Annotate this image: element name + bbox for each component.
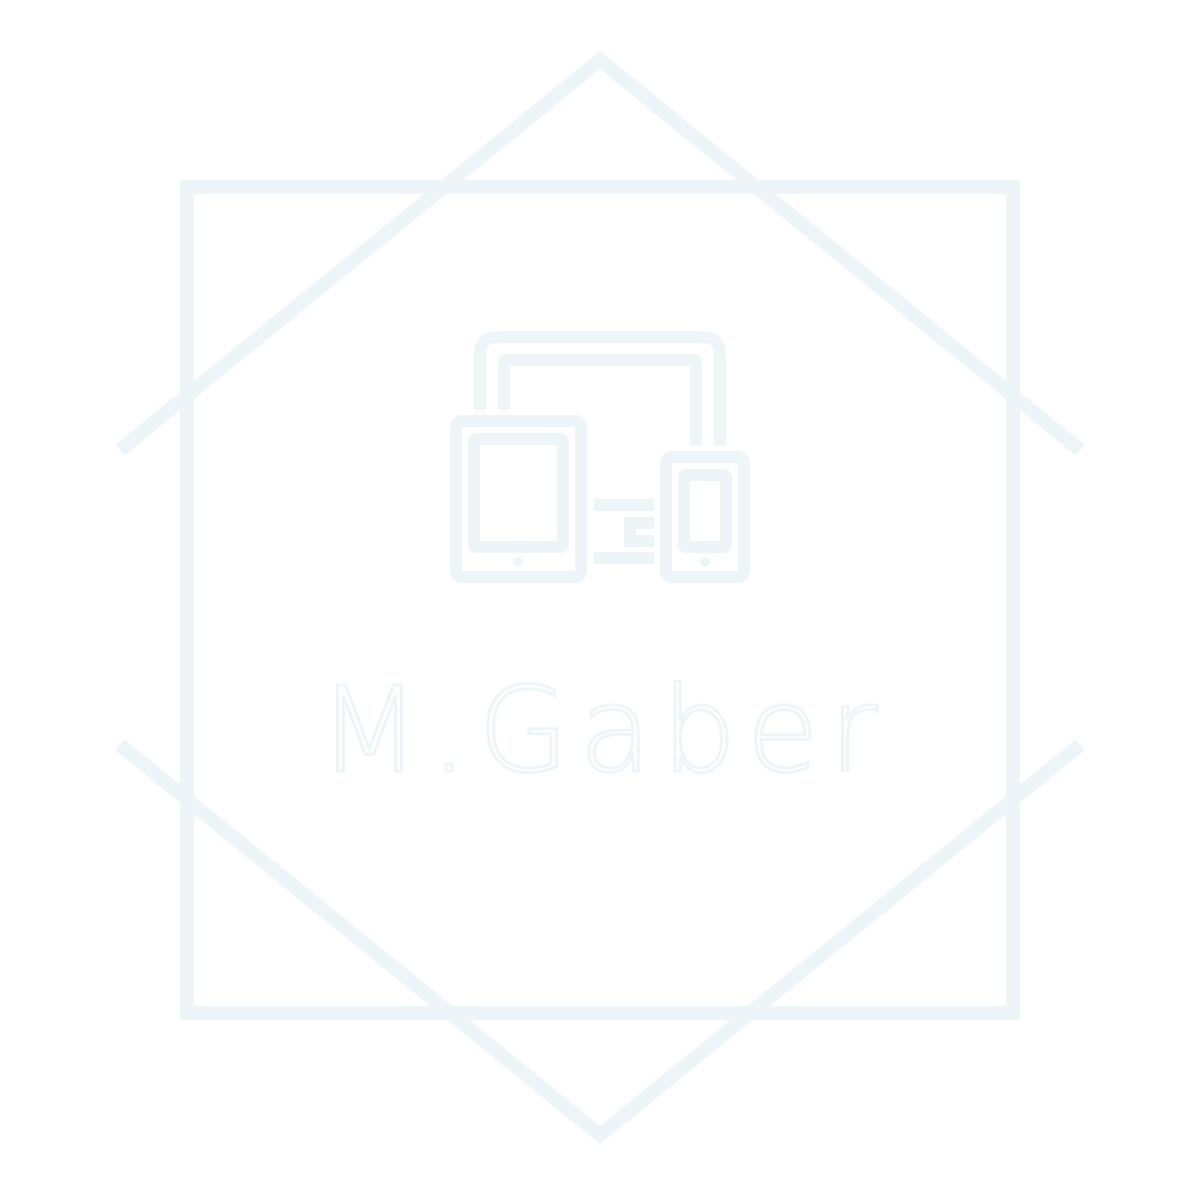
top-chevron [115,50,1085,456]
responsive-devices-icon [450,331,750,583]
square-frame [180,180,1020,1020]
bottom-chevron [115,739,1085,1145]
wordmark: M.Gaber [318,661,887,799]
